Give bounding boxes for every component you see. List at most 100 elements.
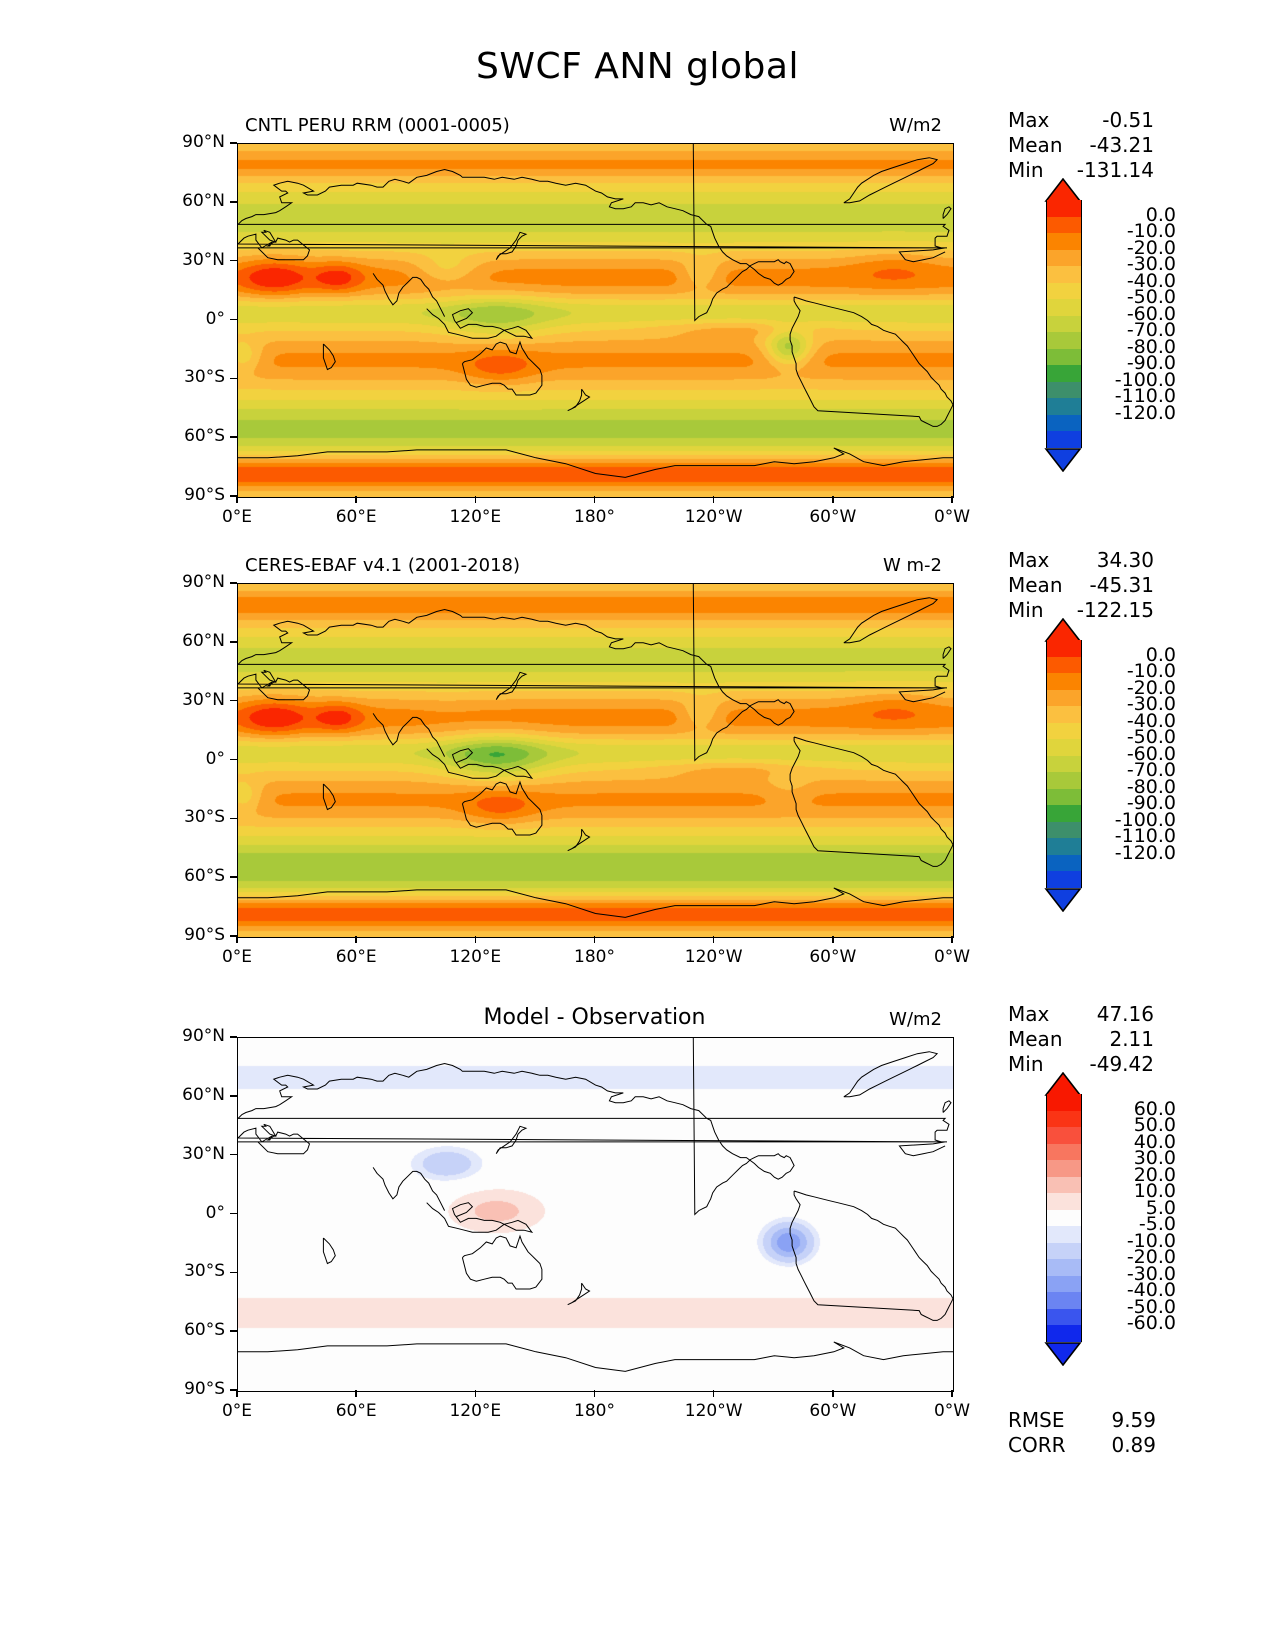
xtick-mark — [593, 1390, 596, 1397]
ytick-label: 0° — [205, 748, 225, 769]
xtick-label: 0°E — [221, 947, 253, 967]
colorbar-tick-label: -110.0 — [1114, 825, 1176, 848]
stat-value: -49.42 — [1089, 1052, 1154, 1076]
colorbar-segment — [1047, 1176, 1081, 1194]
colorbar-segment — [1047, 1292, 1081, 1309]
xtick-label: 0°W — [933, 947, 971, 967]
xtick-label: 120°W — [684, 507, 743, 527]
map-field — [238, 1038, 953, 1391]
ytick-mark — [230, 1212, 237, 1215]
xtick-label: 180° — [574, 507, 615, 527]
stat-value: -0.51 — [1102, 108, 1154, 132]
colorbar-labels: 60.0 50.0 40.0 30.0 20.0 10.0 5.0 -5.0 -10.0 -20.… — [1088, 1072, 1176, 1364]
xtick-label: 0°W — [933, 507, 971, 527]
colorbar-segment — [1047, 871, 1081, 888]
xtick-mark — [355, 1390, 357, 1397]
colorbar-tick-label: 20.0 — [1133, 1163, 1176, 1186]
xtick-label: 60°W — [809, 1401, 857, 1421]
ytick-mark — [230, 318, 237, 321]
ytick-mark — [230, 377, 237, 380]
xtick-label: 180° — [574, 1401, 615, 1421]
colorbar-tick-label: -60.0 — [1126, 742, 1176, 765]
xtick-label: 120°E — [449, 947, 502, 967]
colorbar-tick-label: -5.0 — [1138, 1213, 1176, 1236]
footer-stat-value: 0.89 — [1111, 1433, 1156, 1457]
colorbar-tick-label: -40.0 — [1126, 269, 1176, 292]
ytick-label: 60°S — [184, 1320, 225, 1341]
colorbar-segment — [1047, 1242, 1081, 1260]
colorbar-tick-label: -10.0 — [1126, 220, 1176, 243]
colorbar-segment — [1047, 365, 1081, 382]
colorbar-segment — [1047, 722, 1081, 740]
ytick-mark — [230, 495, 237, 497]
colorbar-tick-label: -120.0 — [1114, 841, 1176, 864]
colorbar-tick-label: -90.0 — [1126, 792, 1176, 815]
ytick-mark — [230, 1389, 237, 1391]
stat-row: Max 34.30 — [1008, 548, 1158, 573]
colorbar-segment — [1047, 788, 1081, 806]
colorbar-segment — [1047, 266, 1081, 283]
colorbar-tick-label: -90.0 — [1126, 352, 1176, 375]
figure-title: SWCF ANN global — [476, 46, 799, 87]
colorbar-tick-label: -100.0 — [1114, 808, 1176, 831]
colorbar-tick-label: 30.0 — [1133, 1147, 1176, 1170]
stat-value: -122.15 — [1076, 598, 1154, 622]
ytick-mark — [230, 436, 237, 438]
map-field — [238, 584, 953, 937]
xtick-mark — [951, 496, 953, 503]
stat-key: Max — [1008, 108, 1050, 132]
colorbar-segment — [1047, 216, 1081, 234]
footer-stat-row: CORR 0.89 — [1008, 1433, 1163, 1458]
colorbar-segment — [1047, 282, 1081, 300]
footer-stat-key: CORR — [1008, 1433, 1066, 1457]
colorbar-tick-label: -30.0 — [1126, 693, 1176, 716]
colorbar-body — [1046, 1094, 1082, 1342]
map-difference — [237, 1037, 954, 1392]
xtick-label: 0°E — [221, 507, 253, 527]
stat-row: Min -131.14 — [1008, 158, 1158, 183]
panel-title-model: CNTL PERU RRM (0001-0005) — [245, 115, 510, 136]
colorbar-tick-label: -50.0 — [1126, 726, 1176, 749]
xtick-mark — [712, 936, 715, 943]
colorbar-segment — [1047, 348, 1081, 366]
stat-value: -45.31 — [1089, 573, 1154, 597]
xtick-mark — [474, 936, 477, 943]
colorbar-segment — [1047, 755, 1081, 773]
ytick-mark — [230, 1095, 237, 1097]
stat-key: Min — [1008, 158, 1044, 182]
ytick-label: 90°N — [182, 132, 225, 152]
footer-stat-key: RMSE — [1008, 1408, 1065, 1432]
xtick-mark — [832, 1390, 834, 1397]
ytick-mark — [230, 758, 237, 761]
ytick-mark — [230, 1330, 237, 1332]
stat-value: 34.30 — [1096, 548, 1154, 572]
colorbar-body — [1046, 640, 1082, 888]
colorbar-segment — [1047, 1094, 1081, 1111]
colorbar-segment — [1047, 233, 1081, 250]
colorbar-segment — [1047, 821, 1081, 839]
colorbar-segment — [1047, 200, 1081, 217]
ytick-label: 30°S — [184, 1261, 225, 1282]
xtick-label: 60°E — [335, 1401, 377, 1421]
ytick-mark — [230, 1036, 237, 1038]
colorbar-segment — [1047, 431, 1081, 448]
ytick-label: 90°N — [182, 1026, 225, 1046]
ytick-mark — [230, 201, 237, 203]
colorbar-tick-label: -20.0 — [1126, 676, 1176, 699]
xtick-label: 60°W — [809, 507, 857, 527]
colorbar-tick-label: -60.0 — [1126, 302, 1176, 325]
colorbar-segment — [1047, 689, 1081, 707]
stat-key: Mean — [1008, 133, 1063, 157]
stat-key: Max — [1008, 548, 1050, 572]
stat-row: Mean 2.11 — [1008, 1027, 1158, 1052]
colorbar-tick-label: -70.0 — [1126, 759, 1176, 782]
xtick-label: 120°E — [449, 507, 502, 527]
colorbar-segment — [1047, 1325, 1081, 1342]
stats-model: Max -0.51 Mean -43.21 Min -131.14 — [1008, 108, 1158, 183]
colorbar-segment — [1047, 772, 1081, 789]
ytick-mark — [230, 1153, 237, 1156]
xtick-label: 180° — [574, 947, 615, 967]
colorbar-segment — [1047, 854, 1081, 872]
xtick-label: 120°E — [449, 1401, 502, 1421]
xtick-mark — [593, 936, 596, 943]
